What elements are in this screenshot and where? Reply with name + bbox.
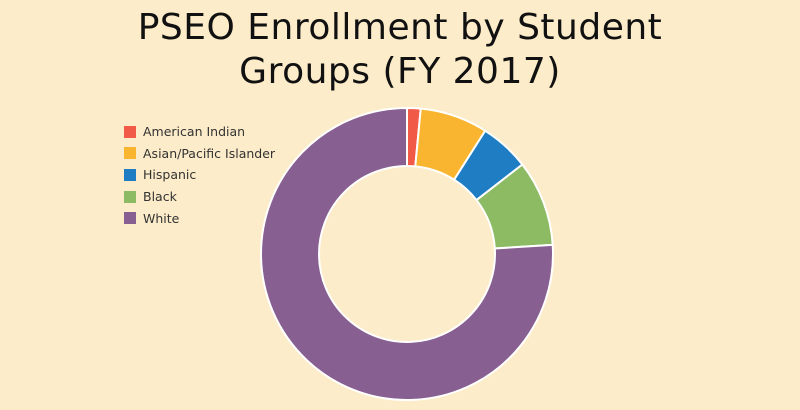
legend-label: Hispanic [143, 167, 197, 183]
legend-swatch [124, 212, 136, 225]
legend-item: American Indian [124, 121, 275, 143]
legend-swatch [124, 190, 136, 203]
legend: American Indian Asian/Pacific Islander His… [124, 121, 275, 229]
legend-swatch [124, 168, 136, 181]
legend-item: Asian/Pacific Islander [124, 143, 275, 165]
legend-label: Black [143, 189, 177, 205]
legend-item: Hispanic [124, 164, 275, 186]
legend-swatch [124, 125, 136, 138]
chart-title-line-2: Groups (FY 2017) [239, 51, 561, 92]
legend-swatch [124, 147, 136, 160]
legend-label: Asian/Pacific Islander [143, 145, 276, 161]
chart-title-line-1: PSEO Enrollment by Student [137, 7, 663, 48]
legend-label: American Indian [143, 124, 246, 140]
legend-label: White [143, 210, 180, 226]
legend-item: White [124, 207, 275, 229]
chart-title: PSEO Enrollment by Student Groups (FY 20… [0, 6, 800, 94]
legend-item: Black [124, 186, 275, 208]
donut-slice [260, 106, 554, 401]
